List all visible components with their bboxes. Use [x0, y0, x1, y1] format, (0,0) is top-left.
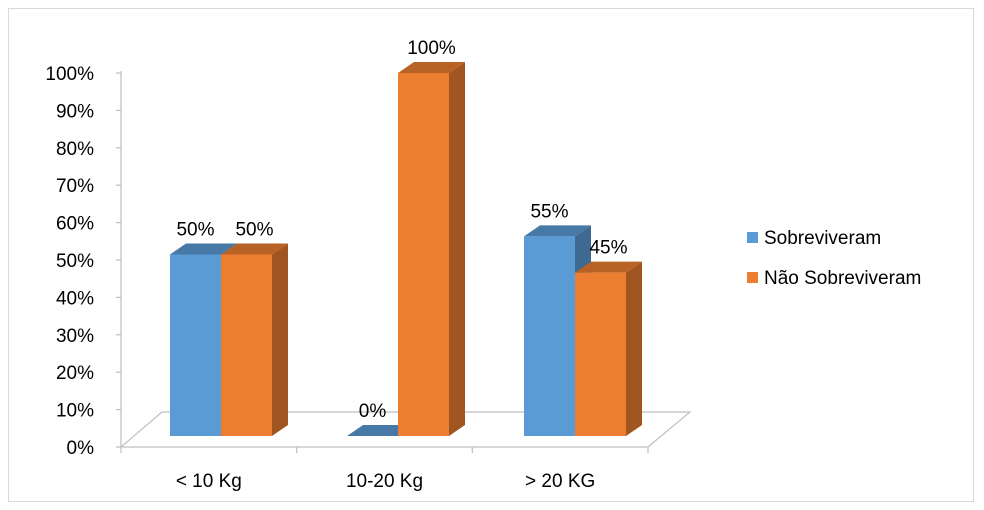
y-tick-label: 10% — [56, 401, 94, 422]
y-tick-label: 100% — [45, 64, 94, 85]
legend-label: Não Sobreviveram — [764, 268, 921, 289]
x-category-label: > 20 KG — [525, 471, 595, 492]
bar-side-face — [449, 62, 465, 436]
bar-nao-sobreviveram — [221, 243, 288, 436]
bar-top-face — [347, 425, 414, 436]
data-label: 50% — [176, 220, 214, 241]
chart-frame — [8, 8, 974, 502]
y-tick-label: 80% — [56, 139, 94, 160]
legend-swatch — [747, 272, 758, 283]
y-tick-label: 30% — [56, 326, 94, 347]
bar-top-face — [221, 243, 288, 255]
bar-side-face — [626, 261, 642, 436]
y-tick-label: 50% — [56, 251, 94, 272]
bar-front-face — [170, 254, 221, 436]
y-tick-label: 90% — [56, 101, 94, 122]
data-label: 45% — [589, 238, 627, 259]
legend-label: Sobreviveram — [764, 228, 881, 249]
bar-front-face — [221, 254, 272, 436]
y-tick-label: 60% — [56, 214, 94, 235]
x-category-label: 10-20 Kg — [346, 471, 423, 492]
bar-front-face — [575, 272, 626, 436]
data-label: 50% — [235, 220, 273, 241]
bar-top-face — [398, 62, 465, 73]
data-label: 55% — [530, 201, 568, 222]
legend-swatch — [747, 232, 758, 243]
y-tick-label: 0% — [67, 438, 95, 459]
bar-nao-sobreviveram — [575, 261, 642, 436]
bar-front-face — [524, 236, 575, 436]
bar-nao-sobreviveram — [398, 62, 465, 436]
bar-top-face — [170, 243, 237, 255]
data-label: 0% — [359, 401, 387, 422]
bar-top-face — [524, 225, 591, 237]
data-label: 100% — [407, 38, 456, 59]
bar-side-face — [272, 243, 288, 436]
x-category-label: < 10 Kg — [176, 471, 242, 492]
bar-sobreviveram — [347, 425, 414, 436]
bar-top-face — [575, 261, 642, 273]
y-tick-label: 70% — [56, 176, 94, 197]
y-tick-label: 20% — [56, 363, 94, 384]
y-tick-label: 40% — [56, 288, 94, 309]
bar-front-face — [398, 73, 449, 436]
